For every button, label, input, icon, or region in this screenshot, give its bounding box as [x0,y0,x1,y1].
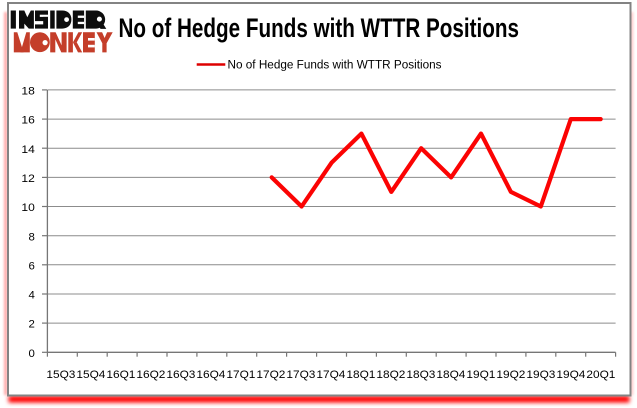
svg-text:17Q3: 17Q3 [286,369,315,381]
svg-text:19Q3: 19Q3 [526,369,555,381]
svg-text:4: 4 [28,290,34,302]
svg-text:18Q4: 18Q4 [436,369,465,381]
svg-text:16Q3: 16Q3 [166,369,195,381]
svg-text:6: 6 [28,260,34,272]
svg-text:No of Hedge Funds with WTTR Po: No of Hedge Funds with WTTR Positions [119,13,520,43]
svg-text:16Q1: 16Q1 [106,369,135,381]
svg-text:16Q4: 16Q4 [196,369,225,381]
svg-text:2: 2 [28,319,34,331]
svg-text:19Q2: 19Q2 [496,369,525,381]
svg-text:16: 16 [21,115,34,127]
svg-text:17Q4: 17Q4 [316,369,345,381]
svg-text:14: 14 [21,144,34,156]
svg-text:18: 18 [21,86,34,98]
svg-text:18Q2: 18Q2 [376,369,405,381]
svg-text:17Q2: 17Q2 [256,369,285,381]
svg-text:0: 0 [28,348,34,360]
svg-text:15Q3: 15Q3 [46,369,75,381]
svg-text:10: 10 [21,202,34,214]
svg-text:15Q4: 15Q4 [76,369,105,381]
svg-text:8: 8 [28,231,34,243]
svg-text:16Q2: 16Q2 [136,369,165,381]
svg-text:No of Hedge Funds with WTTR Po: No of Hedge Funds with WTTR Positions [228,59,442,71]
svg-text:19Q1: 19Q1 [466,369,495,381]
svg-text:18Q3: 18Q3 [406,369,435,381]
svg-text:17Q1: 17Q1 [226,369,255,381]
svg-text:20Q1: 20Q1 [586,369,615,381]
svg-text:12: 12 [21,173,34,185]
svg-text:18Q1: 18Q1 [346,369,375,381]
svg-text:19Q4: 19Q4 [556,369,585,381]
